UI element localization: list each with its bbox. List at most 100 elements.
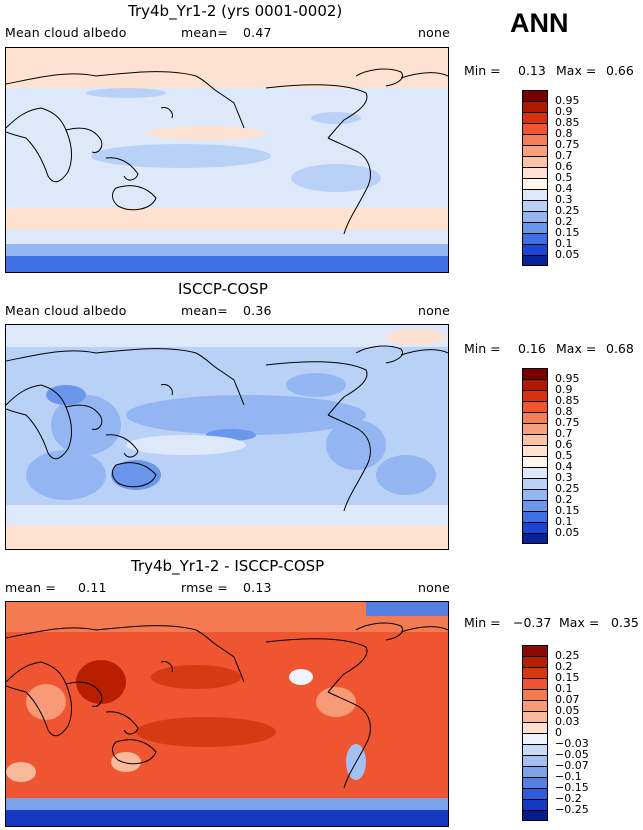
panel-1-map-svg	[6, 48, 448, 272]
colorbar-tick-label: 0.25	[555, 649, 580, 662]
colorbar-tick-label: 0.05	[555, 526, 580, 539]
panel-2-mean-value: 0.36	[243, 303, 272, 318]
panel-3-field-band	[6, 810, 448, 826]
colorbar-tick-label: 0.1	[555, 515, 573, 528]
panel-2-field-region	[26, 450, 106, 500]
colorbar-tick-label: 0.07	[555, 693, 580, 706]
panel-2-field-region	[376, 455, 436, 495]
colorbar-tick-label: −0.05	[555, 748, 589, 761]
colorbar-tick-label: 0.75	[555, 416, 580, 429]
panel-3-field-region	[76, 660, 126, 704]
panel-3-field-region	[111, 752, 141, 772]
colorbar-tick-label: 0.05	[555, 248, 580, 261]
panel-3-mean-label: mean =	[5, 580, 57, 595]
colorbar-tick-label: −0.03	[555, 737, 589, 750]
colorbar-tick-label: 0.3	[555, 193, 573, 206]
colorbar-tick-label: −0.25	[555, 803, 589, 816]
colorbar-tick-label: 0.1	[555, 682, 573, 695]
panel-1-field-region	[91, 144, 271, 168]
panel-3-map-svg	[6, 602, 448, 826]
colorbar-tick-label: 0.5	[555, 171, 573, 184]
panel-1-field-band	[6, 48, 448, 88]
colorbar-tick-label: −0.07	[555, 759, 589, 772]
panel-1-title: Try4b_Yr1-2 (yrs 0001-0002)	[128, 2, 343, 20]
colorbar-tick-label: 0.85	[555, 394, 580, 407]
colorbar-tick-label: 0.25	[555, 204, 580, 217]
panel-2-coastlines	[6, 345, 448, 512]
colorbar-tick-label: 0.2	[555, 493, 573, 506]
panel-2-map-svg	[6, 325, 448, 549]
colorbar-tick-label: 0.9	[555, 105, 573, 118]
panel-3-max-label: Max =	[559, 615, 600, 630]
colorbar-tick-label: 0.95	[555, 94, 580, 107]
panel-2-field-region	[46, 385, 86, 405]
colorbar-tick-label: 0.2	[555, 660, 573, 673]
colorbar-tick-label: 0.05	[555, 704, 580, 717]
colorbar-tick-label: 0.2	[555, 215, 573, 228]
colorbar-tick-label: 0.6	[555, 438, 573, 451]
panel-2-variable-label: Mean cloud albedo	[5, 303, 127, 318]
panel-1-field-band	[6, 208, 448, 230]
panel-3-field-region	[26, 684, 66, 720]
colorbar-tick-label: 0.8	[555, 127, 573, 140]
panel-3-field-region	[316, 687, 356, 717]
colorbar-tick-label: 0.7	[555, 427, 573, 440]
colorbar-tick-label: −0.15	[555, 781, 589, 794]
colorbar-tick-label: 0.15	[555, 226, 580, 239]
colorbar-tick-label: 0	[555, 726, 562, 739]
panel-2-mean-label: mean=	[181, 303, 228, 318]
panel-2-units: none	[418, 303, 450, 318]
panel-3-max-value: 0.35	[611, 615, 639, 630]
panel-2-max-value: 0.68	[606, 341, 634, 356]
panel-3-rmse-value: 0.13	[243, 580, 272, 595]
panel-2-field-band	[6, 525, 448, 549]
colorbar-frame	[522, 368, 548, 544]
colorbar-tick-label: 0.5	[555, 449, 573, 462]
panel-3-coastlines	[6, 622, 448, 789]
panel-3-min-value: −0.37	[513, 615, 552, 630]
panel-3-field-region	[6, 762, 36, 782]
panel-3-min-label: Min =	[464, 615, 501, 630]
panel-3-field-region	[151, 665, 241, 689]
colorbar-tick-label: 0.95	[555, 372, 580, 385]
panel-1-mean-value: 0.47	[243, 25, 272, 40]
colorbar-tick-label: 0.75	[555, 138, 580, 151]
panel-1-map	[5, 47, 449, 273]
panel-3-units: none	[418, 580, 450, 595]
panel-2-field-region	[126, 395, 366, 435]
colorbar-frame	[522, 645, 548, 821]
panel-2-field-region	[386, 329, 446, 345]
panel-1-colorbar	[522, 90, 548, 266]
panel-2-colorbar	[522, 368, 548, 544]
panel-1-max-label: Max =	[556, 63, 597, 78]
colorbar-frame	[522, 90, 548, 266]
panel-2-field-region	[111, 460, 161, 490]
colorbar-tick-label: −0.1	[555, 770, 582, 783]
panel-1-variable-label: Mean cloud albedo	[5, 25, 127, 40]
panel-3-map	[5, 601, 449, 827]
colorbar-tick-label: 0.3	[555, 471, 573, 484]
colorbar-tick-label: 0.4	[555, 460, 573, 473]
colorbar-tick-label: 0.4	[555, 182, 573, 195]
panel-1-units: none	[418, 25, 450, 40]
panel-2-min-value: 0.16	[518, 341, 546, 356]
panel-3-field-region	[366, 602, 448, 616]
panel-3-rmse-label: rmse =	[181, 580, 228, 595]
panel-2-min-label: Min =	[464, 341, 501, 356]
panel-3-field-region	[136, 717, 276, 747]
panel-3-mean-value: 0.11	[78, 580, 107, 595]
panel-1-coastlines	[6, 68, 448, 235]
colorbar-tick-label: 0.8	[555, 405, 573, 418]
colorbar-tick-label: 0.15	[555, 671, 580, 684]
colorbar-tick-label: 0.1	[555, 237, 573, 250]
panel-1-max-value: 0.66	[606, 63, 634, 78]
panel-1-field-region	[291, 164, 381, 192]
colorbar-tick-label: 0.85	[555, 116, 580, 129]
panel-3-colorbar	[522, 645, 548, 821]
colorbar-tick-label: 0.9	[555, 383, 573, 396]
panel-2-field-band	[6, 505, 448, 525]
panel-1-field-region	[146, 126, 266, 140]
panel-2-field-region	[126, 435, 246, 455]
panel-3-field-region	[289, 669, 313, 685]
panel-2-max-label: Max =	[556, 341, 597, 356]
